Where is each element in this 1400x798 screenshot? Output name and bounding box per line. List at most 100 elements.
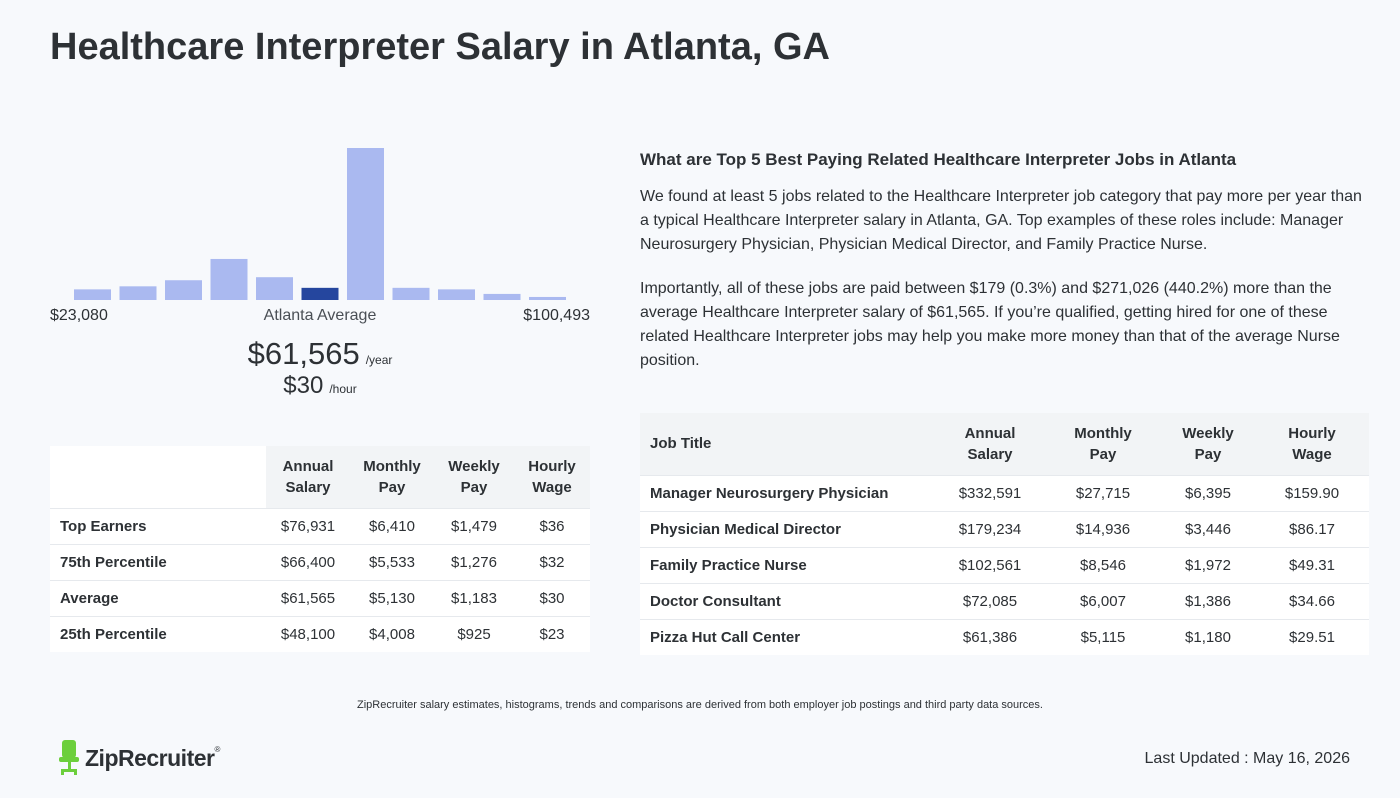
monthly-pay-cell: $5,115 xyxy=(1045,618,1161,655)
ziprecruiter-logo[interactable]: ZipRecruiter® xyxy=(58,740,220,776)
percentile-header-annual: Annual Salary xyxy=(266,446,350,508)
weekly-pay-cell: $1,183 xyxy=(434,579,514,616)
percentile-header-blank xyxy=(50,446,266,508)
jobs-header-monthly: Monthly Pay xyxy=(1045,413,1161,475)
histogram-bar xyxy=(392,287,430,300)
weekly-pay-cell: $1,276 xyxy=(434,543,514,580)
weekly-pay-cell: $1,479 xyxy=(434,507,514,544)
row-label: 75th Percentile xyxy=(50,543,266,580)
histogram-bar xyxy=(210,258,248,300)
table-row: 25th Percentile $48,100 $4,008 $925 $23 xyxy=(50,615,590,652)
page-title: Healthcare Interpreter Salary in Atlanta… xyxy=(50,26,830,68)
annual-salary-cell: $48,100 xyxy=(266,615,350,652)
percentile-header-hourly: Hourly Wage xyxy=(514,446,590,508)
annual-salary-cell: $61,565 xyxy=(266,579,350,616)
data-source-disclaimer: ZipRecruiter salary estimates, histogram… xyxy=(357,699,1043,711)
average-hourly: $30/hour xyxy=(50,372,590,400)
job-title-cell: Physician Medical Director xyxy=(640,510,935,547)
jobs-table-header: Job Title Annual Salary Monthly Pay Weekly… xyxy=(640,413,1369,475)
monthly-pay-cell: $8,546 xyxy=(1045,546,1161,583)
hourly-wage-cell: $30 xyxy=(514,579,590,616)
histogram-bar xyxy=(165,280,202,300)
registered-mark: ® xyxy=(214,744,220,754)
jobs-header-title: Job Title xyxy=(640,413,935,475)
monthly-pay-cell: $5,130 xyxy=(350,579,434,616)
weekly-pay-cell: $1,180 xyxy=(1161,618,1255,655)
average-yearly-unit: /year xyxy=(365,353,393,367)
related-jobs-paragraph-2: Importantly, all of these jobs are paid … xyxy=(640,280,1340,369)
monthly-pay-cell: $4,008 xyxy=(350,615,434,652)
weekly-pay-cell: $1,386 xyxy=(1161,582,1255,619)
percentile-header-weekly: Weekly Pay xyxy=(434,446,514,508)
last-updated: Last Updated : May 16, 2026 xyxy=(1144,750,1350,767)
average-hourly-value: $30 xyxy=(283,372,324,399)
annual-salary-cell: $66,400 xyxy=(266,543,350,580)
job-title-cell: Pizza Hut Call Center xyxy=(640,618,935,655)
histogram-bar xyxy=(74,289,111,300)
histogram-bar-average xyxy=(301,287,339,300)
histogram-bar xyxy=(347,148,384,300)
hourly-wage-cell: $32 xyxy=(514,543,590,580)
jobs-header-hourly: Hourly Wage xyxy=(1255,413,1369,475)
logo-wordmark: ZipRecruiter® xyxy=(85,744,220,771)
chair-icon xyxy=(59,740,79,775)
histogram-bar xyxy=(256,277,293,300)
weekly-pay-cell: $6,395 xyxy=(1161,474,1255,511)
histogram-bar xyxy=(529,296,566,300)
table-row: Family Practice Nurse $102,561 $8,546 $1… xyxy=(640,546,1369,583)
weekly-pay-cell: $1,972 xyxy=(1161,546,1255,583)
histogram-max-label: $100,493 xyxy=(523,307,590,324)
percentile-header-monthly: Monthly Pay xyxy=(350,446,434,508)
job-title-cell: Manager Neurosurgery Physician xyxy=(640,474,935,511)
jobs-header-weekly: Weekly Pay xyxy=(1161,413,1255,475)
related-jobs-heading: What are Top 5 Best Paying Related Healt… xyxy=(640,150,1237,169)
row-label: Top Earners xyxy=(50,507,266,544)
table-row: Physician Medical Director $179,234 $14,… xyxy=(640,510,1369,547)
histogram-min-label: $23,080 xyxy=(50,307,108,324)
salary-histogram xyxy=(50,110,590,300)
hourly-wage-cell: $23 xyxy=(514,615,590,652)
table-row: Average $61,565 $5,130 $1,183 $30 xyxy=(50,579,590,616)
histogram-average-label: Atlanta Average xyxy=(263,307,377,324)
annual-salary-cell: $76,931 xyxy=(266,507,350,544)
row-label: Average xyxy=(50,579,266,616)
monthly-pay-cell: $5,533 xyxy=(350,543,434,580)
percentile-table-header: Annual Salary Monthly Pay Weekly Pay Hourly… xyxy=(50,446,590,508)
hourly-wage-cell: $86.17 xyxy=(1255,510,1369,547)
histogram-bar xyxy=(119,286,157,300)
annual-salary-cell: $179,234 xyxy=(935,510,1045,547)
average-yearly: $61,565/year xyxy=(50,336,590,372)
annual-salary-cell: $102,561 xyxy=(935,546,1045,583)
related-jobs-paragraph-1: We found at least 5 jobs related to the … xyxy=(640,188,1362,253)
histogram-bar xyxy=(483,293,521,300)
annual-salary-cell: $332,591 xyxy=(935,474,1045,511)
histogram-labels: $23,080 Atlanta Average $100,493 xyxy=(50,307,590,329)
histogram-bar xyxy=(438,289,475,300)
table-row: Top Earners $76,931 $6,410 $1,479 $36 xyxy=(50,507,590,544)
annual-salary-cell: $72,085 xyxy=(935,582,1045,619)
annual-salary-cell: $61,386 xyxy=(935,618,1045,655)
monthly-pay-cell: $14,936 xyxy=(1045,510,1161,547)
row-label: 25th Percentile xyxy=(50,615,266,652)
hourly-wage-cell: $29.51 xyxy=(1255,618,1369,655)
hourly-wage-cell: $49.31 xyxy=(1255,546,1369,583)
weekly-pay-cell: $925 xyxy=(434,615,514,652)
related-jobs-table: Job Title Annual Salary Monthly Pay Weekly… xyxy=(640,413,1369,655)
job-title-cell: Doctor Consultant xyxy=(640,582,935,619)
percentile-table: Annual Salary Monthly Pay Weekly Pay Hourly… xyxy=(50,446,590,652)
monthly-pay-cell: $6,007 xyxy=(1045,582,1161,619)
hourly-wage-cell: $159.90 xyxy=(1255,474,1369,511)
job-title-cell: Family Practice Nurse xyxy=(640,546,935,583)
average-yearly-value: $61,565 xyxy=(247,336,360,371)
average-hourly-unit: /hour xyxy=(329,382,357,396)
monthly-pay-cell: $6,410 xyxy=(350,507,434,544)
table-row: Doctor Consultant $72,085 $6,007 $1,386 … xyxy=(640,582,1369,619)
table-row: Manager Neurosurgery Physician $332,591 … xyxy=(640,474,1369,511)
monthly-pay-cell: $27,715 xyxy=(1045,474,1161,511)
histogram-svg xyxy=(74,148,566,300)
table-row: Pizza Hut Call Center $61,386 $5,115 $1,… xyxy=(640,618,1369,655)
hourly-wage-cell: $36 xyxy=(514,507,590,544)
table-row: 75th Percentile $66,400 $5,533 $1,276 $3… xyxy=(50,543,590,580)
jobs-header-annual: Annual Salary xyxy=(935,413,1045,475)
weekly-pay-cell: $3,446 xyxy=(1161,510,1255,547)
